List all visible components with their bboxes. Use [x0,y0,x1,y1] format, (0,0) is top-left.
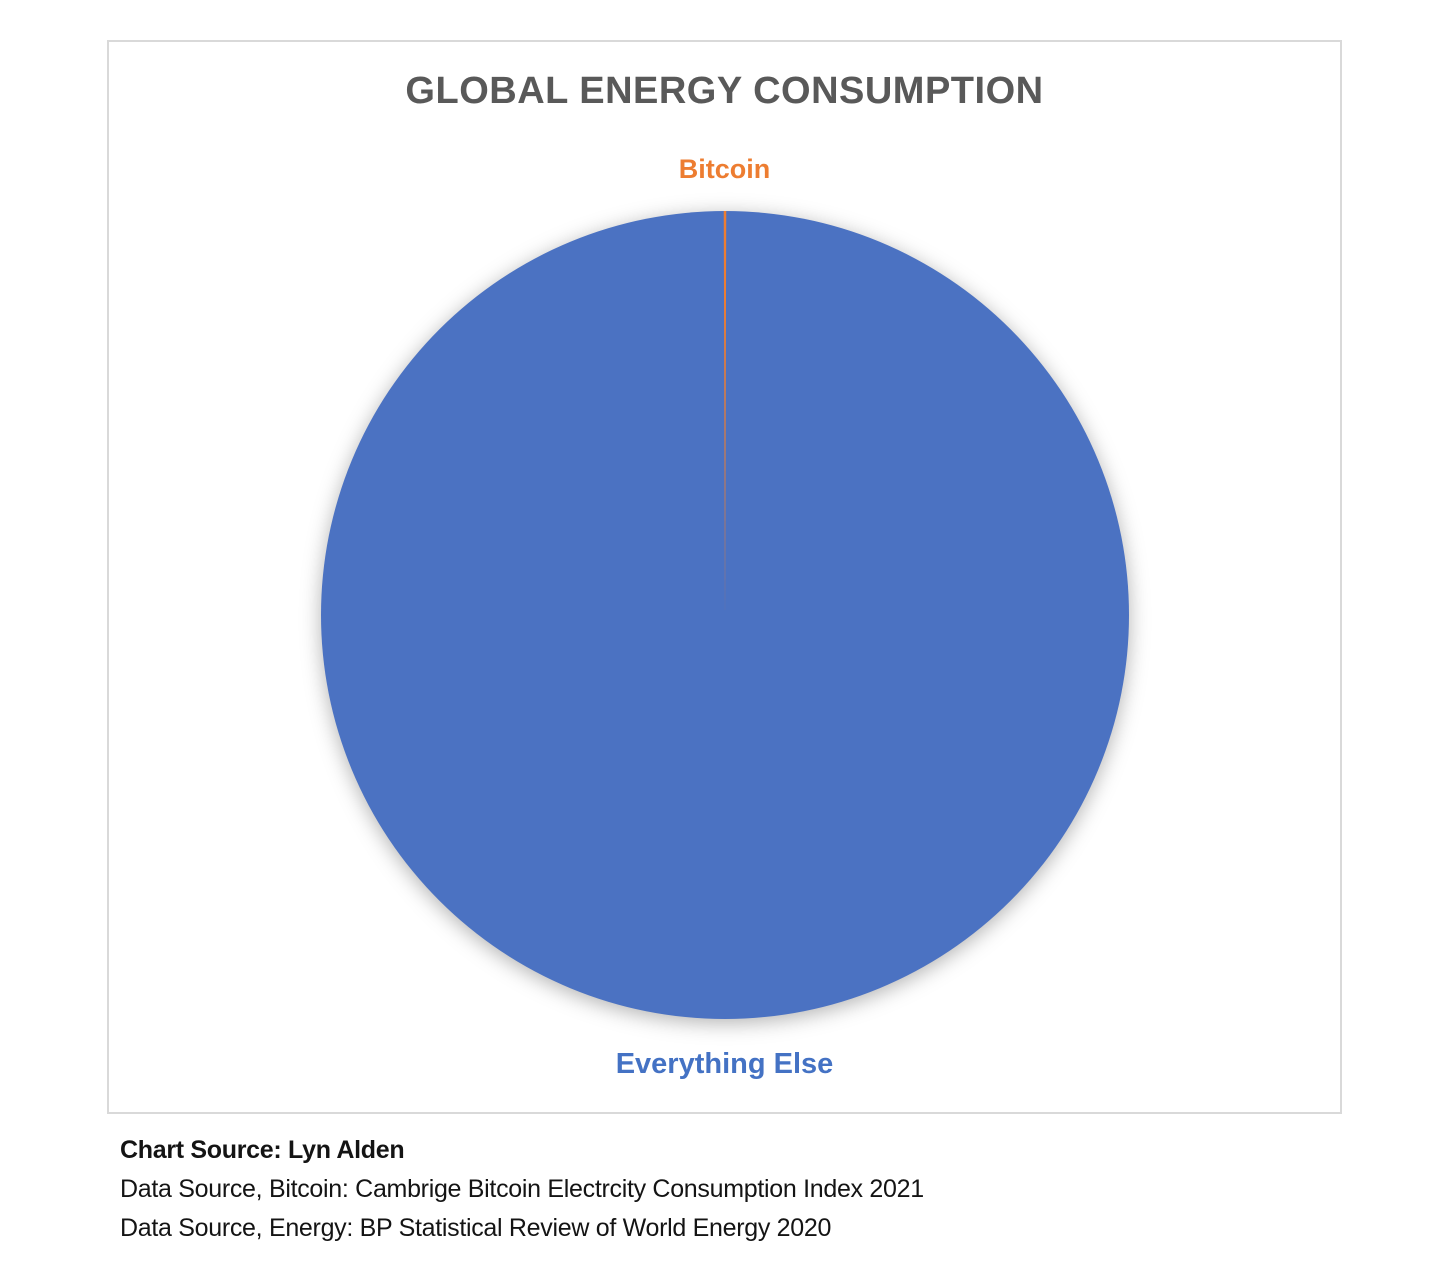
pie-chart [321,211,1129,1019]
data-source-energy-line: Data Source, Energy: BP Statistical Revi… [120,1214,832,1242]
chart-title: GLOBAL ENERGY CONSUMPTION [405,70,1044,112]
pie-label-bitcoin: Bitcoin [678,154,771,184]
pie-label-everything-else: Everything Else [615,1048,834,1080]
pie-slice-bitcoin [723,211,727,615]
source-notes: Chart Source: Lyn Alden Data Source, Bit… [120,1131,924,1248]
chart-source-line: Chart Source: Lyn Alden [120,1136,405,1164]
data-source-bitcoin-line: Data Source, Bitcoin: Cambrige Bitcoin E… [120,1175,924,1203]
